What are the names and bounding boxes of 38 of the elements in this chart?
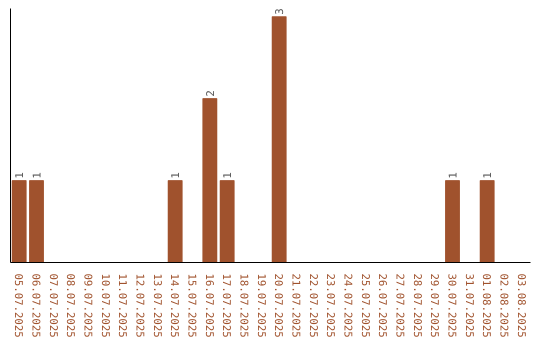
x-tick-label: 01.08.2025 — [480, 274, 494, 338]
data-label: 1 — [481, 172, 494, 179]
x-tick-label: 08.07.2025 — [64, 274, 78, 338]
x-tick-label: 25.07.2025 — [358, 274, 372, 338]
x-tick-label: 06.07.2025 — [30, 274, 42, 338]
x-tick-label: 30.07.2025 — [446, 274, 458, 338]
x-tick-label: 15.07.2025 — [186, 274, 198, 338]
x-tick-label: 23.07.2025 — [324, 274, 338, 338]
x-tick-label: 20.07.2025 — [272, 274, 286, 338]
x-tick-label: 13.07.2025 — [150, 274, 164, 338]
x-tick-label: 18.07.2025 — [238, 274, 250, 338]
x-tick-label: 12.07.2025 — [134, 274, 146, 338]
data-label: 1 — [13, 172, 26, 179]
x-tick-label: 31.07.2025 — [462, 274, 476, 338]
x-tick-label: 09.07.2025 — [82, 274, 94, 338]
data-label: 2 — [204, 90, 217, 97]
data-label: 1 — [169, 172, 182, 179]
x-tick-label: 17.07.2025 — [220, 274, 234, 338]
x-tick-label: 28.07.2025 — [410, 274, 424, 338]
x-tick-label: 24.07.2025 — [342, 274, 354, 338]
x-tick-label: 02.08.2025 — [498, 274, 510, 338]
x-tick-label: 21.07.2025 — [290, 274, 302, 338]
data-label: 3 — [273, 8, 286, 15]
x-tick-label: 10.07.2025 — [98, 274, 112, 338]
x-tick-label: 03.08.2025 — [514, 274, 528, 338]
x-tick-label: 05.07.2025 — [12, 274, 26, 338]
data-label: 1 — [221, 172, 234, 179]
x-tick-label: 29.07.2025 — [428, 274, 442, 338]
x-tick-label: 07.07.2025 — [46, 274, 60, 338]
x-tick-label: 22.07.2025 — [306, 274, 320, 338]
x-tick-label: 26.07.2025 — [376, 274, 390, 338]
x-tick-label: 11.07.2025 — [116, 274, 130, 338]
x-tick-label: 14.07.2025 — [168, 274, 182, 338]
x-tick-label: 27.07.2025 — [394, 274, 406, 338]
data-label: 1 — [446, 172, 460, 179]
data-label: 1 — [30, 172, 44, 179]
x-tick-label: 19.07.2025 — [254, 274, 268, 338]
x-tick-label: 16.07.2025 — [202, 274, 216, 338]
